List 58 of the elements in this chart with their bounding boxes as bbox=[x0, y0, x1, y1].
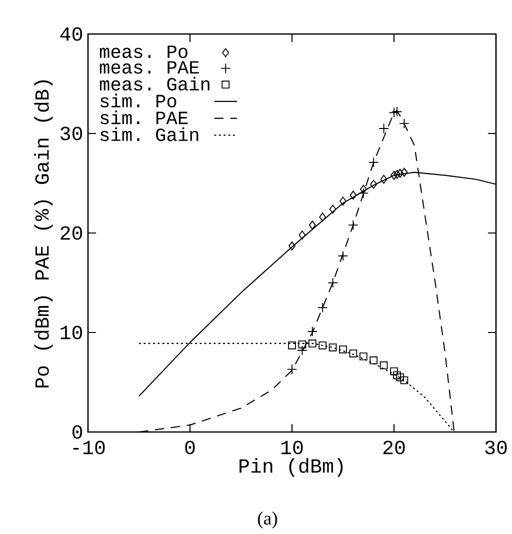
point bbox=[338, 345, 347, 354]
point bbox=[328, 343, 337, 352]
legend-label: sim. PAE bbox=[100, 110, 188, 124]
point bbox=[298, 230, 306, 240]
point bbox=[327, 278, 338, 288]
point bbox=[388, 107, 399, 118]
y-tick-label: 30 bbox=[60, 126, 82, 140]
y-tick-label: 0 bbox=[72, 425, 82, 439]
point bbox=[369, 356, 378, 364]
y-tick-label: 20 bbox=[60, 226, 82, 240]
point bbox=[288, 341, 296, 350]
point bbox=[370, 180, 377, 189]
point bbox=[348, 220, 358, 230]
point bbox=[318, 212, 326, 222]
text: (a) bbox=[258, 512, 277, 528]
y-tick-label: 40 bbox=[60, 27, 82, 41]
point bbox=[286, 364, 297, 374]
point bbox=[350, 190, 356, 200]
y-axis-title: Po (dBm) PAE (%) Gain (dB) bbox=[34, 80, 53, 388]
point bbox=[308, 340, 316, 348]
point bbox=[390, 170, 398, 180]
point bbox=[392, 106, 402, 117]
y-tick-label: 10 bbox=[60, 326, 82, 340]
x-tick-label: 0 bbox=[184, 440, 195, 454]
point bbox=[396, 168, 404, 178]
point bbox=[392, 371, 401, 380]
point bbox=[400, 376, 408, 384]
point bbox=[359, 352, 368, 360]
point bbox=[308, 220, 316, 230]
point bbox=[393, 170, 400, 179]
legend-label: sim. Po bbox=[100, 94, 176, 108]
x-tick-label: 10 bbox=[281, 440, 303, 454]
point bbox=[360, 184, 367, 194]
point bbox=[307, 326, 318, 337]
point bbox=[317, 302, 328, 313]
point bbox=[396, 373, 404, 382]
point bbox=[339, 196, 346, 206]
x-tick-label: 20 bbox=[383, 440, 405, 454]
point bbox=[378, 123, 389, 134]
point bbox=[358, 188, 368, 198]
legend-label: sim. Gain bbox=[100, 127, 198, 142]
x-axis-title: Pin (dBm) bbox=[239, 458, 342, 477]
point bbox=[398, 118, 410, 129]
x-tick-label: 30 bbox=[485, 440, 507, 454]
x-tick-label: -10 bbox=[73, 440, 105, 454]
point bbox=[400, 168, 408, 177]
point bbox=[380, 361, 388, 370]
point bbox=[368, 157, 379, 168]
legend-label: meas. PAE bbox=[100, 61, 199, 74]
point bbox=[390, 367, 398, 376]
point bbox=[380, 174, 388, 184]
point bbox=[349, 349, 357, 358]
point bbox=[329, 204, 336, 214]
legend-label: meas. Gain bbox=[100, 76, 210, 91]
legend-label: meas. Po bbox=[100, 46, 188, 58]
point bbox=[338, 250, 348, 262]
point bbox=[288, 241, 296, 250]
point bbox=[318, 341, 326, 350]
